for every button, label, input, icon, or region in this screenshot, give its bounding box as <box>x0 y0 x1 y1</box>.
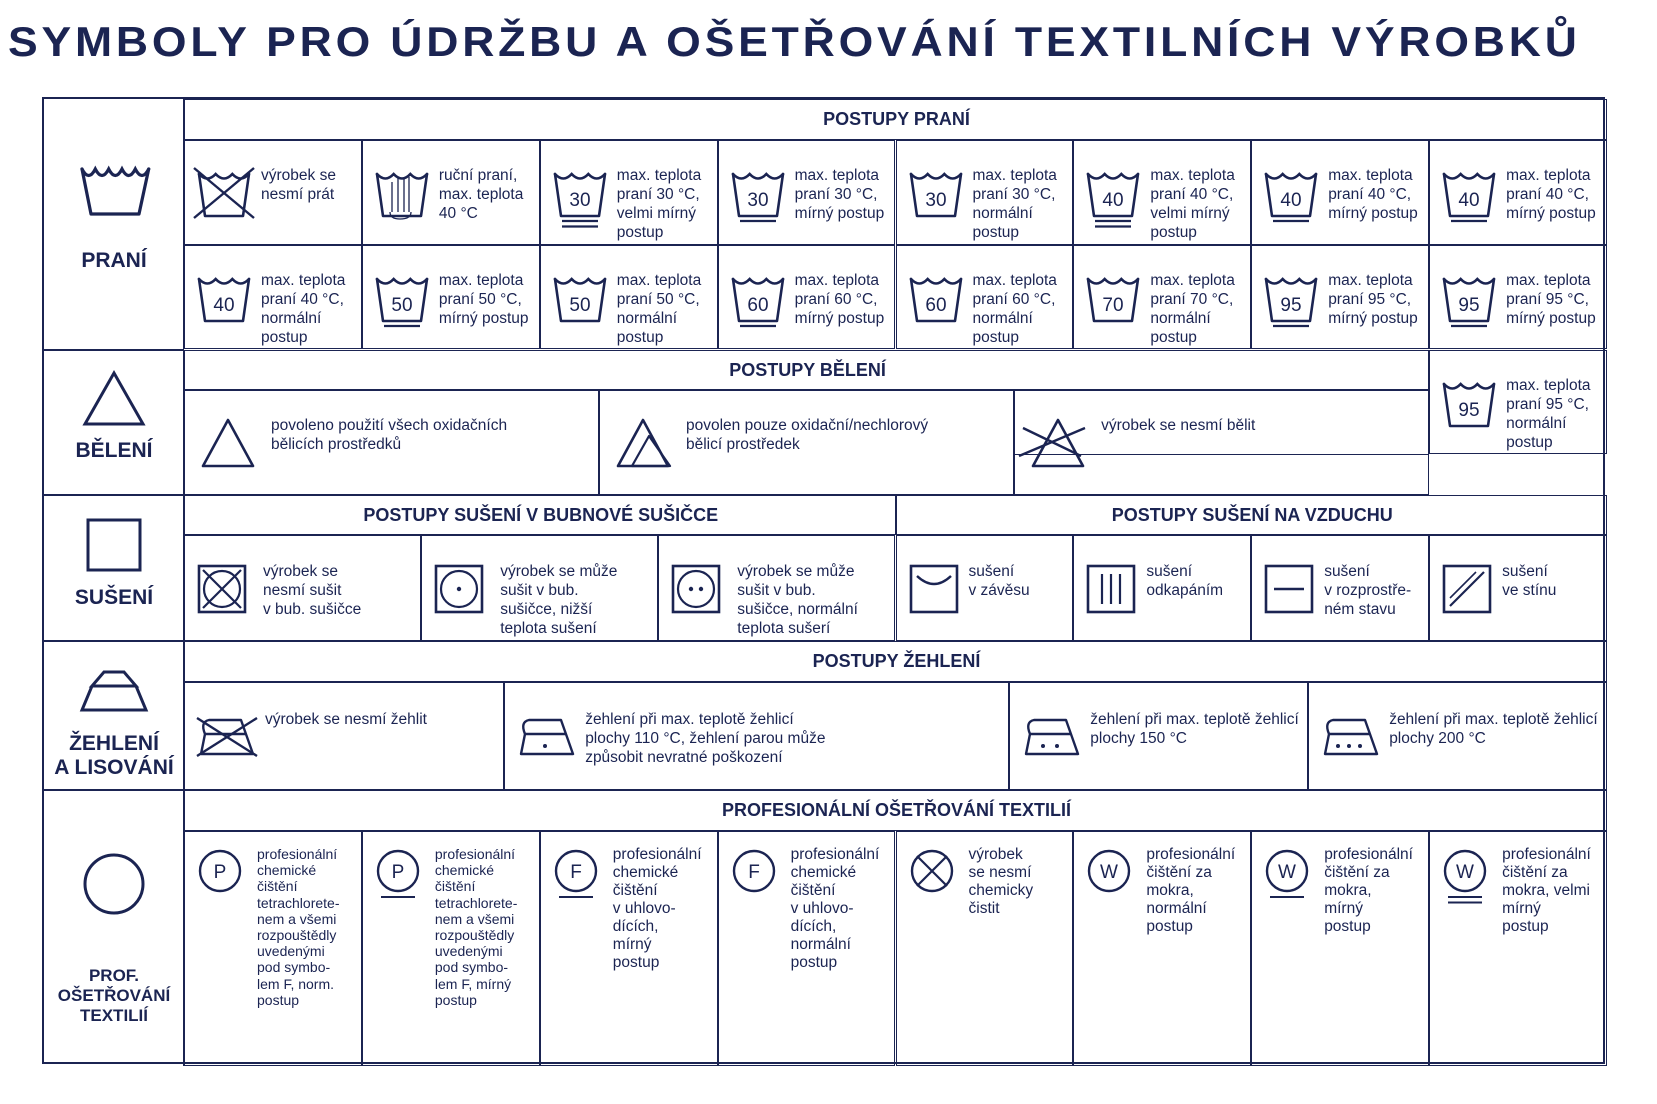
svg-text:30: 30 <box>925 190 946 211</box>
svg-text:F: F <box>748 862 760 883</box>
svg-text:40: 40 <box>1103 190 1124 211</box>
svg-text:50: 50 <box>391 295 412 316</box>
svg-text:W: W <box>1278 862 1296 883</box>
svg-text:30: 30 <box>569 190 590 211</box>
svg-text:40: 40 <box>1281 190 1302 211</box>
svg-text:P: P <box>214 862 227 883</box>
svg-text:70: 70 <box>1103 295 1124 316</box>
svg-text:W: W <box>1456 862 1474 883</box>
svg-text:60: 60 <box>925 295 946 316</box>
svg-text:W: W <box>1100 862 1118 883</box>
svg-text:30: 30 <box>747 190 768 211</box>
svg-text:F: F <box>570 862 582 883</box>
svg-text:60: 60 <box>747 295 768 316</box>
svg-text:95: 95 <box>1459 295 1480 316</box>
svg-text:40: 40 <box>1459 190 1480 211</box>
svg-text:40: 40 <box>213 295 234 316</box>
svg-text:95: 95 <box>1281 295 1302 316</box>
svg-text:P: P <box>392 862 405 883</box>
svg-text:95: 95 <box>1459 400 1480 421</box>
svg-text:50: 50 <box>569 295 590 316</box>
